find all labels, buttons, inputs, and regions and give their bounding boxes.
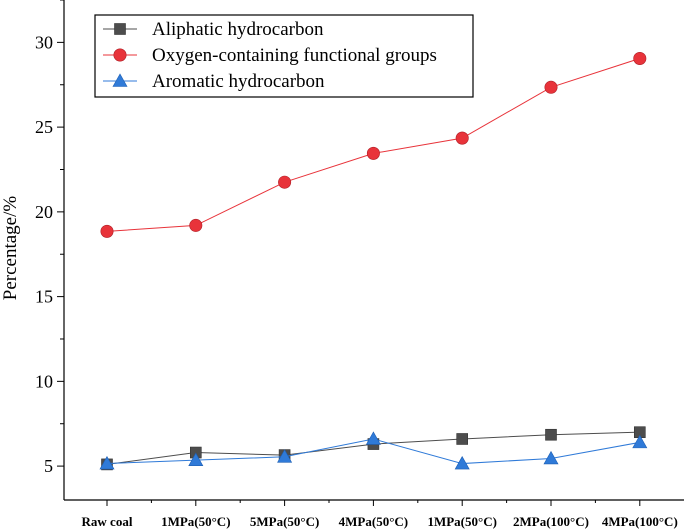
data-point bbox=[454, 455, 470, 470]
data-point bbox=[633, 51, 647, 65]
legend-box bbox=[94, 14, 474, 98]
data-point bbox=[277, 449, 293, 463]
y-tick-label: 25 bbox=[35, 117, 53, 137]
series-group bbox=[99, 51, 648, 471]
y-tick-label: 5 bbox=[44, 456, 53, 476]
x-tick-label: 4MPa(50°C) bbox=[339, 514, 408, 529]
data-point bbox=[100, 224, 114, 238]
series-circle bbox=[100, 51, 647, 238]
data-point bbox=[456, 433, 469, 445]
x-tick-label: 5MPa(50°C) bbox=[250, 514, 319, 529]
legend-marker bbox=[113, 48, 127, 62]
x-tick-label: Raw coal bbox=[82, 514, 133, 529]
data-point bbox=[545, 428, 557, 441]
data-point bbox=[99, 455, 115, 470]
x-tick-label: 1MPa(50°C) bbox=[427, 514, 496, 529]
data-point bbox=[455, 131, 469, 145]
data-point bbox=[278, 175, 292, 189]
x-tick-label: 4MPa(100°C) bbox=[602, 514, 678, 529]
axes bbox=[63, 0, 684, 501]
data-point bbox=[366, 146, 380, 160]
series-triangle bbox=[99, 431, 648, 470]
y-axis-title: Percentage/% bbox=[0, 196, 21, 301]
x-tick-label: 1MPa(50°C) bbox=[161, 514, 230, 529]
y-tick-label: 20 bbox=[35, 202, 53, 222]
legend-label: Aromatic hydrocarbon bbox=[152, 71, 325, 92]
legend-item: Aliphatic hydrocarbon bbox=[103, 19, 324, 40]
legend-item: Oxygen-containing functional groups bbox=[103, 45, 437, 66]
legend: Aliphatic hydrocarbon Oxygen-containing f… bbox=[94, 14, 474, 98]
data-point bbox=[632, 434, 648, 449]
legend-marker bbox=[112, 73, 128, 87]
data-point bbox=[365, 431, 381, 445]
y-tick-label: 10 bbox=[35, 371, 53, 391]
legend-marker bbox=[114, 23, 126, 35]
y-axis-ticks: 5 10 15 20 25 30 bbox=[35, 0, 64, 476]
legend-item: Aromatic hydrocarbon bbox=[103, 71, 325, 92]
legend-label: Aliphatic hydrocarbon bbox=[152, 19, 324, 40]
x-tick-label: 2MPa(100°C) bbox=[513, 514, 589, 529]
legend-label: Oxygen-containing functional groups bbox=[152, 45, 437, 66]
data-point bbox=[543, 450, 559, 465]
data-point bbox=[544, 80, 558, 94]
y-tick-label: 30 bbox=[35, 32, 53, 52]
data-point bbox=[189, 218, 203, 232]
x-axis-ticks: Raw coal 1MPa(50°C) 5MPa(50°C) 4MPa(50°C) 1M… bbox=[82, 500, 678, 529]
y-tick-label: 15 bbox=[35, 287, 53, 307]
data-point bbox=[188, 452, 204, 466]
